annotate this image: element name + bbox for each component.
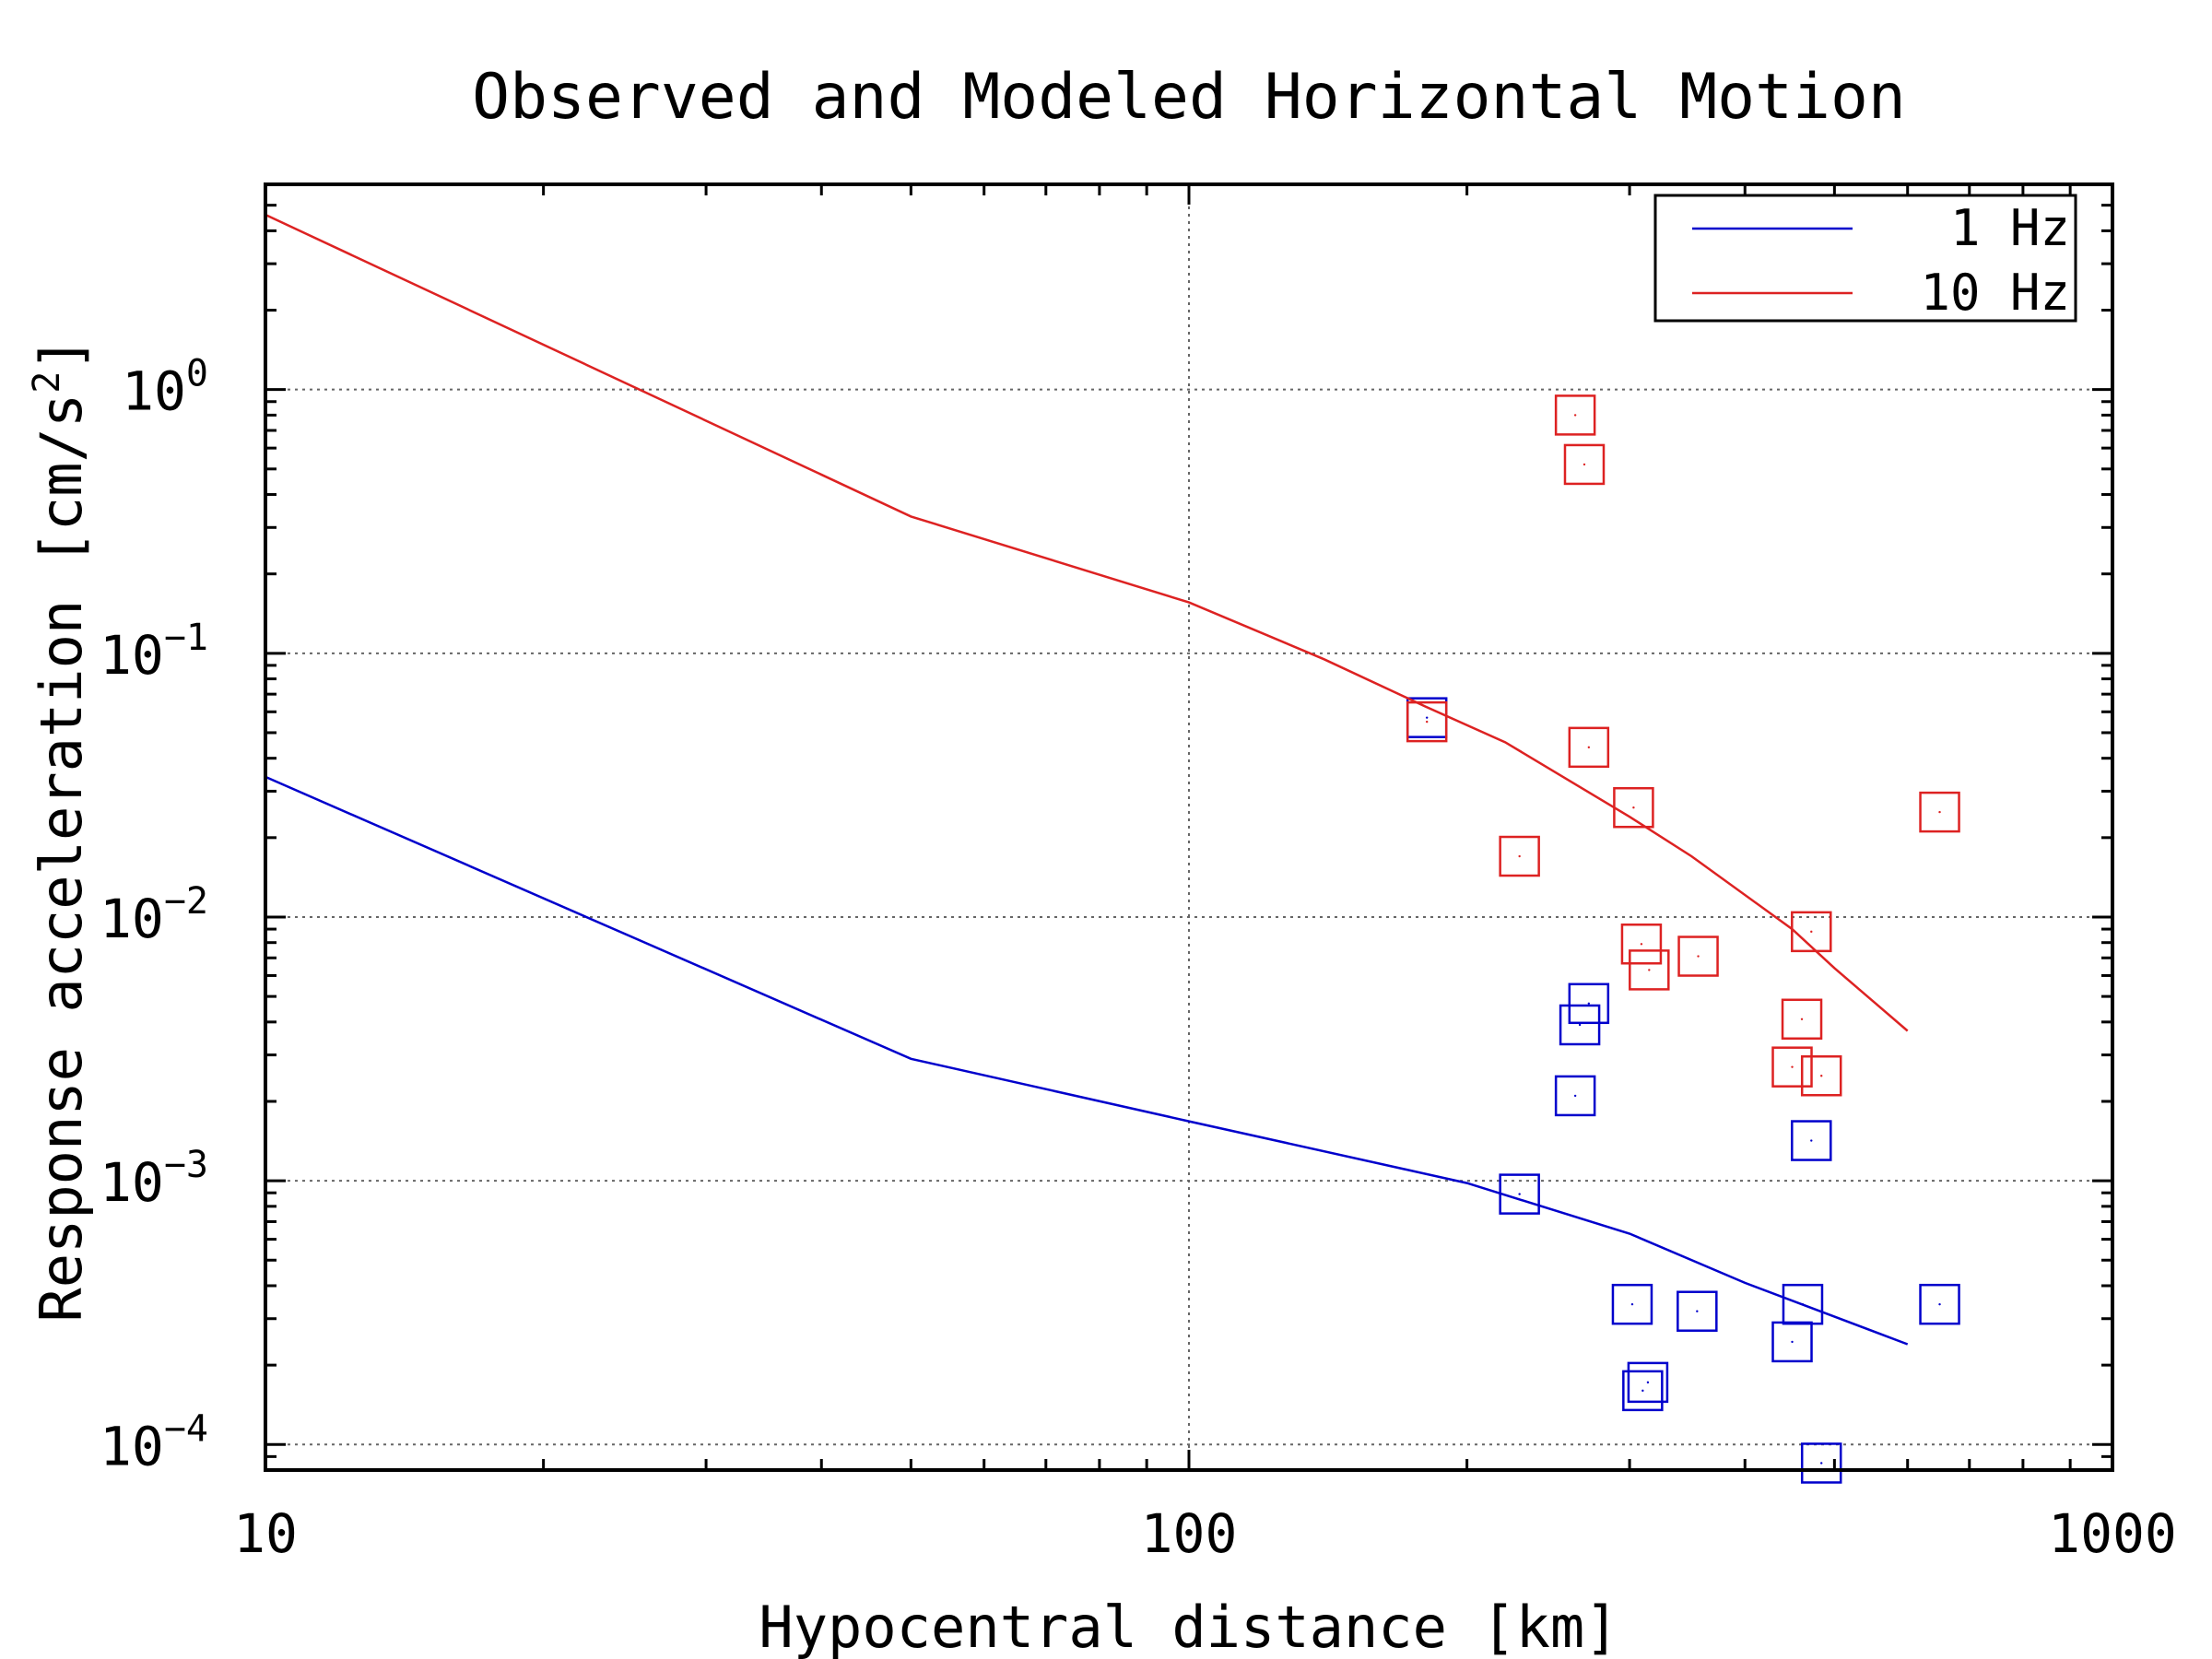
data-point-center-1-hz — [1696, 1310, 1699, 1312]
data-point-10-hz — [1620, 924, 1663, 965]
data-point-1-hz — [1800, 1442, 1842, 1484]
data-point-1-hz — [1677, 1290, 1718, 1332]
x-tick-label: 1000 — [2048, 1502, 2177, 1565]
y-tick-label: 100 — [122, 353, 208, 423]
data-point-center-10-hz — [1587, 746, 1591, 749]
data-point-center-10-hz — [1820, 1075, 1823, 1077]
data-point-10-hz — [1791, 911, 1832, 953]
data-point-10-hz — [1781, 998, 1823, 1041]
data-point-center-10-hz — [1938, 810, 1941, 814]
data-point-10-hz — [1771, 1046, 1813, 1088]
x-tick-label: 100 — [1141, 1502, 1238, 1565]
data-point-1-hz — [1611, 1283, 1653, 1325]
y-axis-label-suffix: ] — [28, 336, 95, 371]
data-point-1-hz — [1791, 1120, 1832, 1161]
data-point-10-hz — [1613, 786, 1654, 829]
data-point-1-hz — [1499, 1173, 1540, 1215]
plot-frame — [264, 182, 2114, 1472]
data-point-center-1-hz — [1630, 1302, 1634, 1306]
data-point-1-hz — [1554, 1075, 1596, 1117]
data-point-1-hz — [1782, 1283, 1824, 1325]
data-point-center-10-hz — [1425, 720, 1429, 724]
chart-title: Observed and Modeled Horizontal Motion — [472, 61, 1906, 134]
y-tick-label: 10−1 — [100, 617, 208, 687]
data-point-1-hz — [1559, 1004, 1601, 1046]
model-line-10-hz — [265, 213, 1909, 1032]
y-tick-exponent: −4 — [164, 1407, 208, 1450]
x-axis-label: Hypocentral distance [km] — [759, 1594, 1618, 1659]
y-tick-label: 10−4 — [100, 1407, 208, 1477]
data-point-center-1-hz — [1801, 1302, 1805, 1306]
data-point-center-10-hz — [1583, 463, 1586, 466]
data-point-center-1-hz — [1641, 1389, 1644, 1393]
data-point-10-hz — [1406, 700, 1448, 743]
model-line-1-hz — [265, 775, 1909, 1346]
y-tick-exponent: −3 — [164, 1144, 208, 1186]
data-point-center-1-hz — [1578, 1023, 1582, 1027]
data-point-10-hz — [1499, 835, 1540, 877]
y-axis-label-exponent: 2 — [26, 371, 68, 394]
legend-label-1-hz: 1 Hz — [1950, 199, 2070, 257]
y-tick-base: 10 — [100, 624, 164, 687]
legend: 1 Hz 10 Hz — [1653, 194, 2077, 323]
data-point-1-hz — [1627, 1361, 1669, 1404]
legend-box — [1653, 194, 2077, 323]
legend-label-10-hz: 10 Hz — [1920, 264, 2070, 322]
data-point-center-1-hz — [1518, 1193, 1521, 1195]
data-point-center-1-hz — [1646, 1381, 1650, 1384]
data-point-center-1-hz — [1573, 1094, 1577, 1098]
data-point-center-1-hz — [1425, 716, 1429, 719]
data-point-center-1-hz — [1820, 1462, 1823, 1465]
data-point-1-hz — [1771, 1321, 1813, 1363]
y-tick-base: 10 — [100, 1151, 164, 1214]
data-point-center-10-hz — [1640, 943, 1643, 946]
data-point-center-1-hz — [1938, 1302, 1941, 1306]
data-point-center-1-hz — [1791, 1340, 1794, 1344]
data-point-10-hz — [1800, 1054, 1842, 1097]
data-point-1-hz — [1568, 982, 1610, 1025]
data-point-center-10-hz — [1573, 414, 1577, 417]
data-point-center-10-hz — [1632, 806, 1635, 809]
data-point-1-hz — [1919, 1283, 1960, 1325]
x-tick-label: 10 — [233, 1502, 298, 1565]
data-point-center-10-hz — [1791, 1065, 1794, 1068]
y-tick-label: 10−2 — [100, 880, 208, 950]
series-layer — [265, 213, 1960, 1484]
y-tick-exponent: 0 — [186, 353, 208, 395]
data-point-10-hz — [1677, 935, 1719, 977]
y-tick-label: 10−3 — [100, 1144, 208, 1214]
y-tick-base: 10 — [122, 360, 186, 423]
y-tick-base: 10 — [100, 1415, 164, 1477]
data-point-center-1-hz — [1810, 1139, 1813, 1142]
data-point-center-10-hz — [1810, 930, 1813, 934]
data-point-center-10-hz — [1800, 1018, 1804, 1020]
data-point-10-hz — [1629, 949, 1670, 991]
y-axis-label: Response acceleration [cm/s2] — [26, 336, 95, 1322]
data-point-center-10-hz — [1518, 854, 1521, 858]
y-tick-base: 10 — [100, 888, 164, 950]
data-point-center-10-hz — [1648, 969, 1651, 971]
data-point-10-hz — [1919, 791, 1960, 833]
data-point-10-hz — [1563, 443, 1606, 486]
data-point-center-10-hz — [1697, 955, 1700, 958]
grid — [265, 184, 2112, 1470]
x-tick-labels: 10 100 1000 — [233, 1502, 2177, 1565]
y-tick-exponent: −1 — [164, 617, 208, 659]
data-point-center-1-hz — [1587, 1002, 1591, 1005]
data-point-10-hz — [1554, 394, 1596, 436]
y-tick-exponent: −2 — [164, 880, 208, 923]
data-point-10-hz — [1568, 726, 1610, 769]
data-point-1-hz — [1622, 1370, 1664, 1412]
y-axis-label-main: Response acceleration [cm/s — [28, 394, 95, 1323]
